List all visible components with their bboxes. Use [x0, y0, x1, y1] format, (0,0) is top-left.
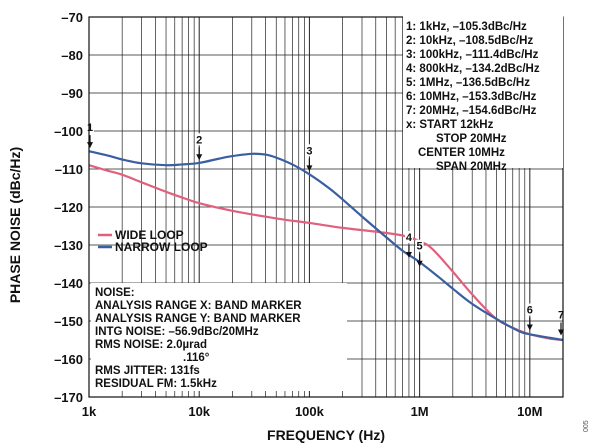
- marker-label: 6: [527, 305, 533, 317]
- marker-label: 4: [406, 232, 413, 244]
- plot-frame: [88, 16, 564, 398]
- y-tick-label: –90: [61, 86, 83, 101]
- tick-labels: –70 –80 –90 –100 –110 –120 –130 –140 –150 –160 –17…: [54, 10, 542, 419]
- marker-label: 1: [87, 122, 93, 134]
- span-center: CENTER 10MHz: [418, 147, 505, 159]
- x-tick-label: 1k: [82, 404, 97, 419]
- marker-arrow-head: [416, 260, 423, 267]
- series-line-narrow-loop: [88, 150, 564, 342]
- noise-line: NOISE:: [95, 287, 135, 299]
- series-layer: [88, 150, 564, 342]
- y-tick-label: –140: [54, 276, 83, 291]
- y-tick-label: –110: [55, 162, 83, 177]
- figure-id: 005: [583, 420, 590, 432]
- marker-layer: 1 2 3 45 6 7: [86, 121, 565, 336]
- noise-line: RMS JITTER: 131fs: [95, 365, 200, 377]
- noise-line: .116°: [183, 352, 210, 364]
- marker-label-background: [415, 239, 424, 252]
- noise-analysis-block: NOISE: ANALYSIS RANGE X: BAND MARKER ANA…: [91, 283, 347, 391]
- y-tick-label: –150: [54, 314, 83, 329]
- noise-line: RESIDUAL FM: 1.5kHz: [95, 378, 217, 390]
- noise-line: INTG NOISE: –56.9dBc/20MHz: [95, 326, 259, 338]
- marker-table-line: 5: 1MHz, –136.5dBc/Hz: [406, 77, 530, 89]
- marker-table-line: 4: 800kHz, –134.2dBc/Hz: [406, 63, 540, 75]
- marker-arrow-head: [306, 165, 313, 172]
- y-tick-label: –100: [54, 124, 83, 139]
- marker-label-background: [195, 133, 204, 146]
- marker-arrow-head: [196, 154, 203, 161]
- marker-label-background: [305, 144, 314, 157]
- marker-table-background: [403, 16, 563, 168]
- marker-label: 3: [306, 145, 312, 157]
- y-tick-label: –70: [61, 10, 83, 25]
- marker-label: 2: [196, 134, 202, 146]
- legend-label-narrow-loop: NARROW LOOP: [115, 240, 208, 254]
- y-axis-title: PHASE NOISE (dBc/Hz): [7, 147, 23, 303]
- marker-label-background: [557, 308, 565, 321]
- legend-label-wide-loop: WIDE LOOP: [115, 228, 184, 242]
- x-axis-title: FREQUENCY (Hz): [267, 427, 385, 443]
- marker-arrow-head: [87, 142, 93, 149]
- marker-table-line: 6: 10MHz, –153.3dBc/Hz: [406, 91, 537, 103]
- marker-label: 7: [558, 309, 564, 321]
- x-tick-label: 100k: [295, 404, 325, 419]
- y-tick-label: –130: [54, 238, 83, 253]
- marker-table-line: x: START 12kHz: [406, 119, 494, 131]
- y-tick-label: –160: [54, 352, 83, 367]
- marker-table-line: 1: 1kHz, –105.3dBc/Hz: [406, 21, 527, 33]
- marker-table: 1: 1kHz, –105.3dBc/Hz 2: 10kHz, –108.5dB…: [403, 16, 563, 173]
- legend: WIDE LOOP NARROW LOOP: [98, 228, 208, 254]
- marker-label-background: [404, 230, 413, 243]
- y-tick-label: –120: [54, 200, 83, 215]
- y-tick-label: –170: [54, 390, 83, 405]
- x-tick-label: 1M: [411, 404, 429, 419]
- marker-table-line: 3: 100kHz, –111.4dBc/Hz: [406, 49, 539, 61]
- span-stop: STOP 20MHz: [436, 133, 507, 145]
- marker-table-line: 2: 10kHz, –108.5dBc/Hz: [406, 35, 533, 47]
- y-tick-label: –80: [61, 48, 83, 63]
- noise-block-background: [91, 283, 347, 391]
- marker-label-background: [86, 121, 94, 134]
- marker-label-background: [525, 303, 534, 316]
- noise-line: ANALYSIS RANGE Y: BAND MARKER: [95, 313, 301, 325]
- marker-arrow-head: [405, 251, 412, 258]
- x-tick-label: 10k: [188, 404, 210, 419]
- marker-label: 5: [417, 241, 423, 253]
- noise-line: RMS NOISE: 2.0µrad: [95, 339, 207, 351]
- span-span: SPAN 20MHz: [436, 161, 507, 173]
- marker-table-line: 7: 20MHz, –154.6dBc/Hz: [406, 105, 537, 117]
- marker-arrow-head: [526, 324, 533, 331]
- x-tick-label: 10M: [517, 404, 542, 419]
- noise-line: ANALYSIS RANGE X: BAND MARKER: [95, 300, 302, 312]
